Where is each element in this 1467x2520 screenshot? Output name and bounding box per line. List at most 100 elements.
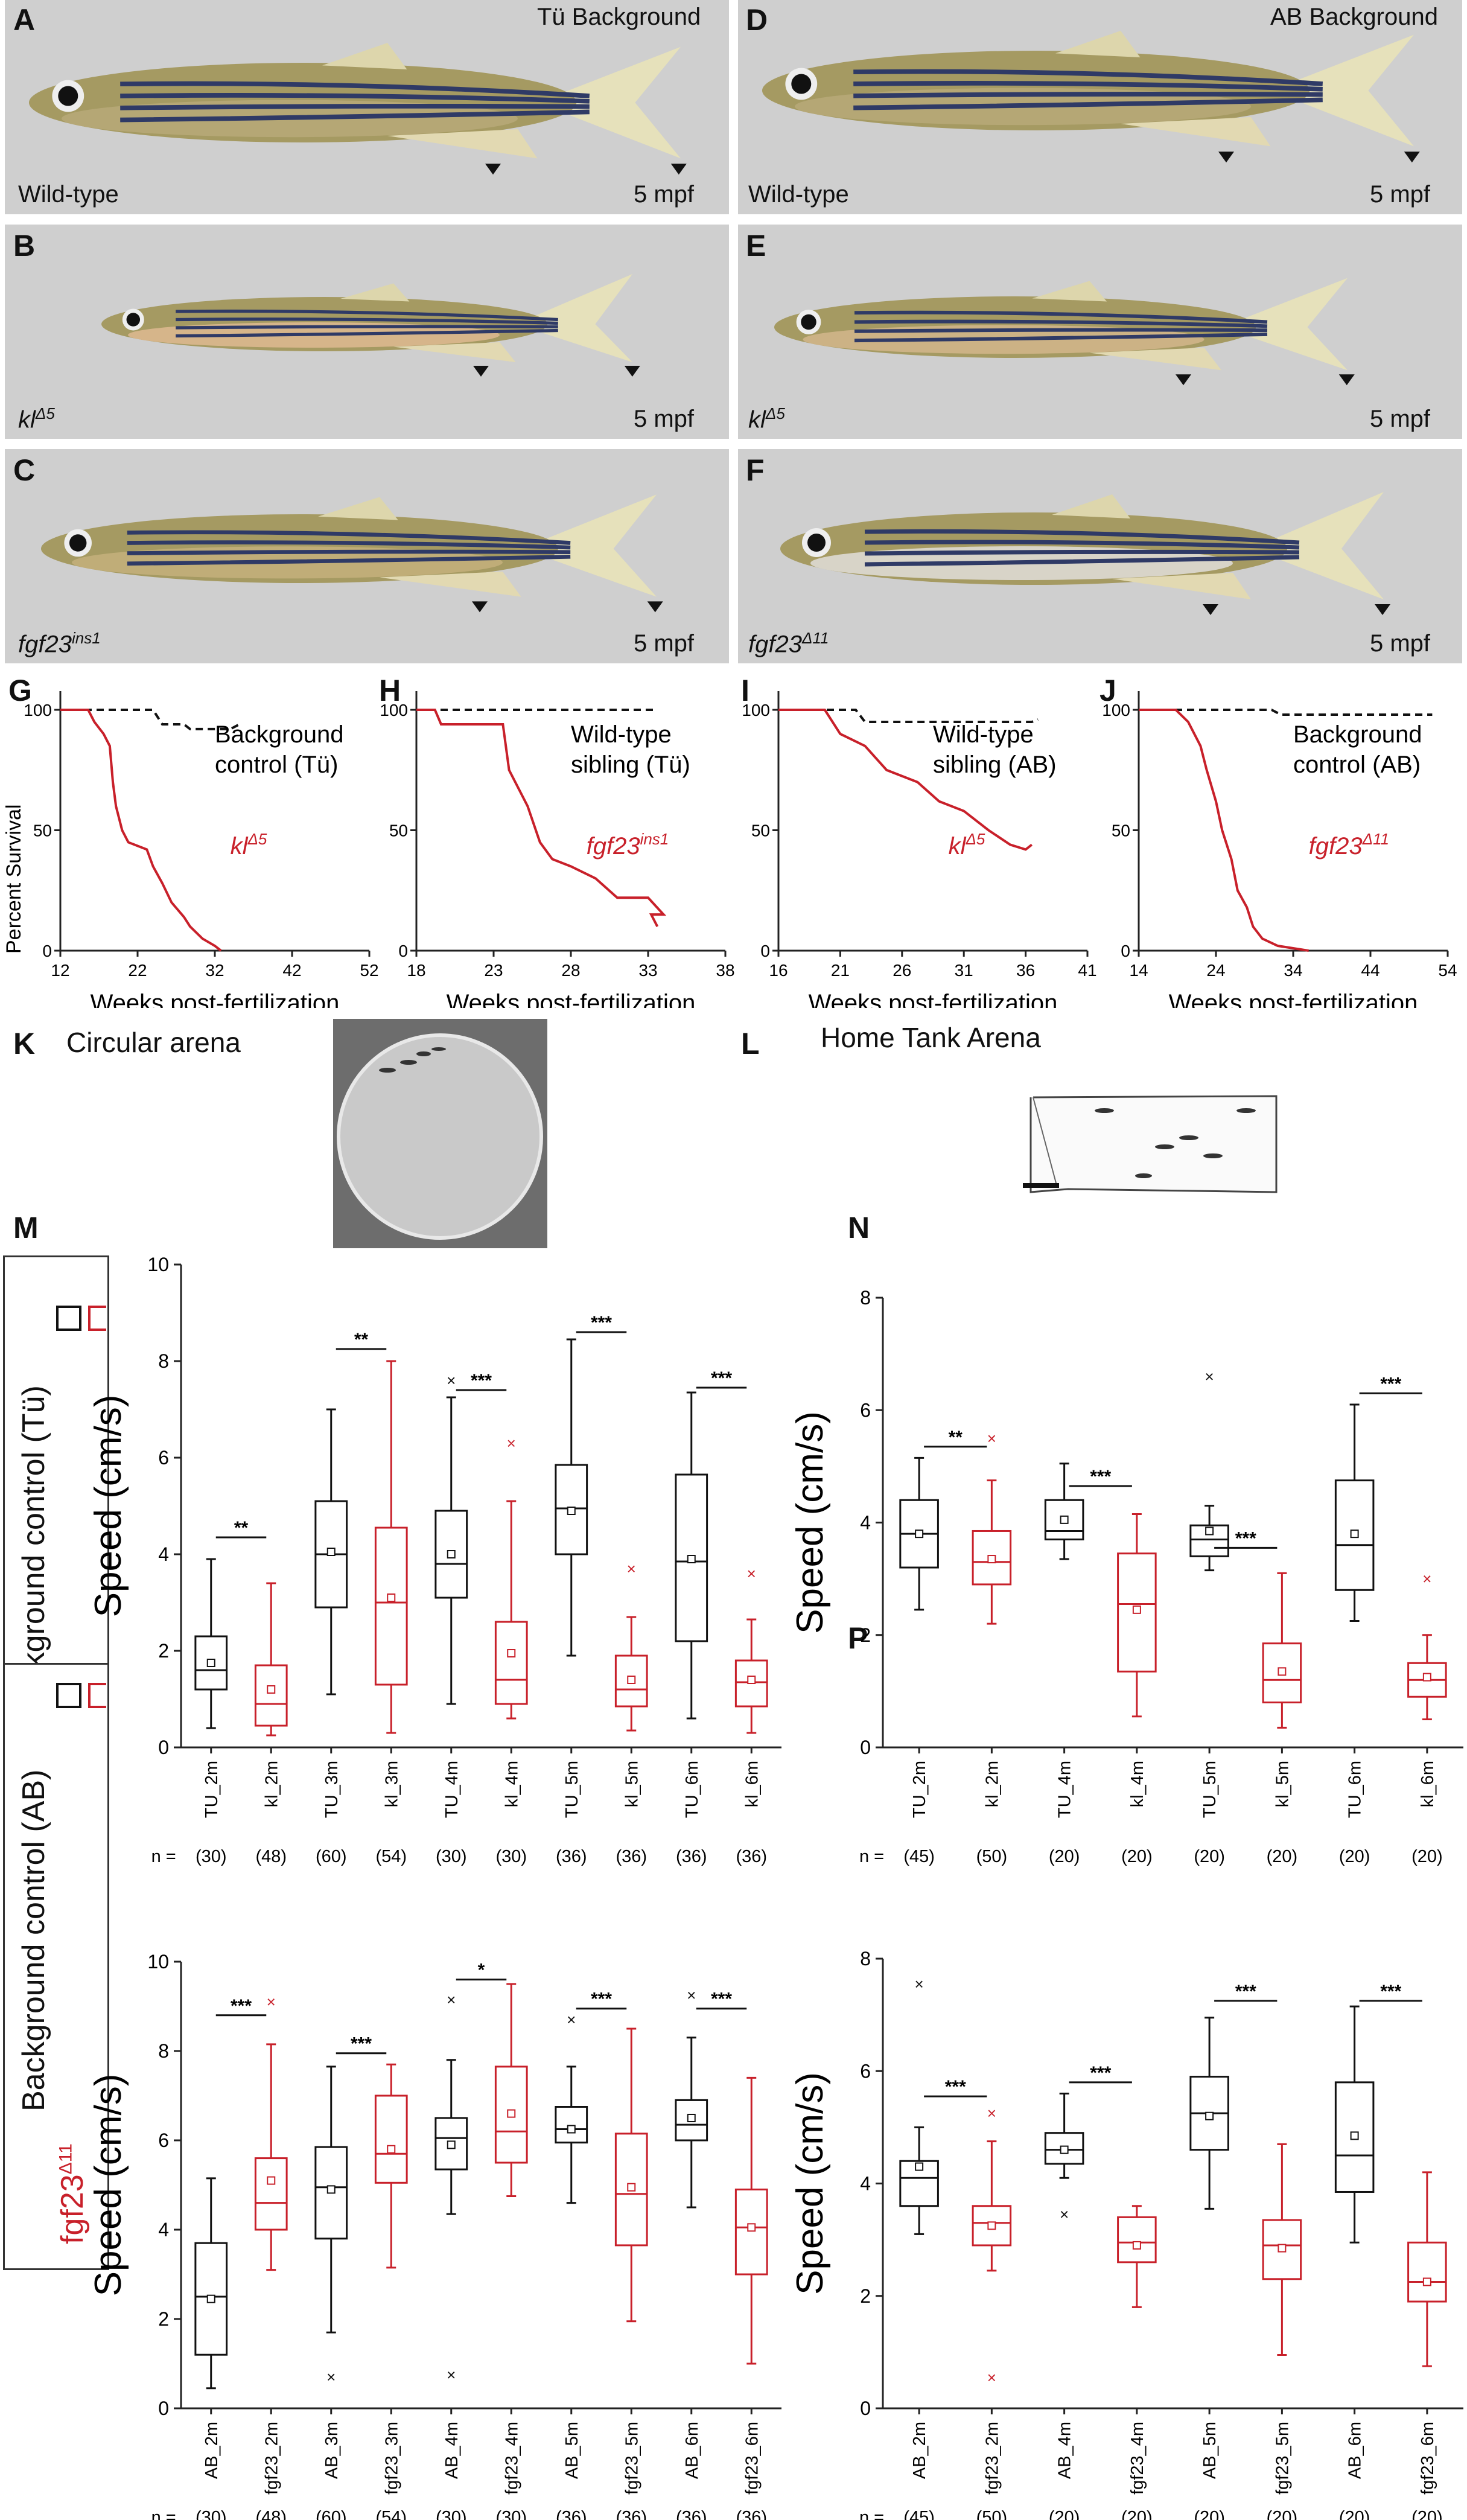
arrowhead-anal [1218, 152, 1234, 163]
y-tick-label: 100 [742, 701, 770, 719]
fish-dorsal-fin [318, 497, 398, 520]
age-D: 5 mpf [1370, 181, 1431, 208]
genotype-D: Wild-type [748, 181, 849, 208]
significance-label: *** [1380, 1374, 1401, 1394]
mean-marker [627, 2183, 636, 2192]
fish-stripe [854, 310, 1268, 324]
box [1117, 2216, 1157, 2263]
label-I: I [741, 674, 749, 707]
box [494, 1621, 528, 1705]
control-label: Background [1293, 721, 1422, 748]
y-tick-label: 0 [158, 1737, 169, 1758]
label-K: K [13, 1027, 36, 1061]
fish-tail [1251, 492, 1384, 599]
n-count: (20) [1339, 2508, 1370, 2520]
photo-panel-A [5, 0, 729, 214]
arrowhead-anal [473, 366, 489, 377]
y-axis-label: Speed (cm/s) [88, 2074, 129, 2297]
n-count: (20) [1049, 2508, 1080, 2520]
fish-illustration [101, 274, 640, 377]
label-A: A [13, 3, 36, 37]
mean-marker [267, 1685, 276, 1694]
y-tick-label: 8 [860, 1948, 871, 1970]
fish-stripe [853, 81, 1323, 92]
n-count: (20) [1194, 2508, 1225, 2520]
mean-marker [1350, 2131, 1359, 2140]
mean-marker [326, 1548, 336, 1556]
photo-panel-B [5, 225, 729, 439]
x-tick-label: TU_5m [562, 1761, 582, 1818]
y-tick-label: 6 [860, 2060, 871, 2082]
y-tick-label: 0 [1121, 942, 1130, 960]
x-tick-label: 12 [51, 961, 69, 980]
x-tick-label: 41 [1078, 961, 1096, 980]
outlier: × [326, 2368, 336, 2386]
box [254, 2157, 288, 2231]
fish-stripe [854, 328, 1268, 333]
outlier: × [1060, 2206, 1069, 2224]
x-axis-label: Weeks post-fertilization [91, 990, 340, 1008]
mutant-curve [416, 709, 667, 928]
background-label-tu: Tü Background [537, 4, 701, 30]
outlier: × [507, 1434, 516, 1452]
significance-label: ** [234, 1518, 249, 1538]
fish-anal-fin [380, 572, 521, 597]
fish-anal-fin [1121, 117, 1271, 147]
genotype-E: klΔ5 [748, 404, 785, 433]
x-axis-label: Weeks post-fertilization [447, 990, 696, 1008]
x-tick-label: TU_6m [683, 1761, 702, 1818]
x-tick-label: 38 [716, 961, 734, 980]
mean-marker [687, 2114, 696, 2122]
y-tick-label: 2 [860, 2285, 871, 2307]
mean-marker [447, 2140, 456, 2149]
arrowhead-caudal [1404, 152, 1420, 163]
photo-panel-F [738, 449, 1462, 663]
x-tick-label: 28 [561, 961, 580, 980]
x-tick-label: fgf23_6m [1418, 2422, 1437, 2495]
mean-marker [987, 2221, 996, 2230]
n-count: (30) [436, 1847, 467, 1866]
n-count: (20) [1121, 1847, 1153, 1866]
fish-stripe [120, 81, 590, 98]
fish-stripe [854, 319, 1268, 328]
arrowhead-anal [1176, 374, 1191, 386]
x-tick-label: 21 [831, 961, 850, 980]
fish-stripe [127, 540, 571, 550]
x-tick-label: 31 [955, 961, 973, 980]
y-tick-label: 0 [860, 1737, 871, 1758]
age-F: 5 mpf [1370, 630, 1431, 657]
y-tick-label: 4 [158, 1543, 169, 1565]
mean-marker [1132, 1605, 1141, 1614]
genotype-F: fgf23Δ11 [748, 629, 829, 658]
fish-stripe [864, 529, 1300, 545]
fish-stripe [854, 332, 1268, 343]
x-tick-label: fgf23_6m [742, 2422, 762, 2495]
n-count: (54) [375, 1847, 407, 1866]
significance-label: *** [711, 1368, 732, 1388]
y-tick-label: 0 [860, 2397, 871, 2419]
y-tick-label: 8 [158, 2040, 169, 2062]
n-count: (60) [316, 1847, 347, 1866]
mean-marker [387, 1593, 396, 1602]
significance-label: *** [231, 1996, 252, 2016]
survival-curves: 0 50 100 12 22 32 42 52 Weeks post-fertilization… [2, 691, 1457, 1008]
n-count: (36) [676, 2508, 707, 2520]
age-E: 5 mpf [1370, 406, 1431, 432]
arrowhead-caudal [1375, 604, 1390, 615]
control-label: control (Tü) [215, 751, 339, 778]
mean-marker [1132, 2241, 1141, 2250]
x-tick-label: AB_6m [683, 2422, 702, 2479]
label-L: L [741, 1027, 760, 1061]
mean-marker [915, 1530, 924, 1539]
y-tick-label: 8 [860, 1287, 871, 1309]
y-tick-label: 0 [760, 942, 770, 960]
n-count: (36) [616, 2508, 647, 2520]
survival-y-label: Percent Survival [2, 804, 25, 954]
n-count: (30) [495, 1847, 527, 1866]
fish-anal-fin [393, 342, 516, 362]
fish-pupil [807, 534, 826, 552]
x-tick-label: TU_4m [1055, 1761, 1075, 1818]
label-B: B [13, 229, 36, 263]
mean-marker [267, 2176, 276, 2185]
